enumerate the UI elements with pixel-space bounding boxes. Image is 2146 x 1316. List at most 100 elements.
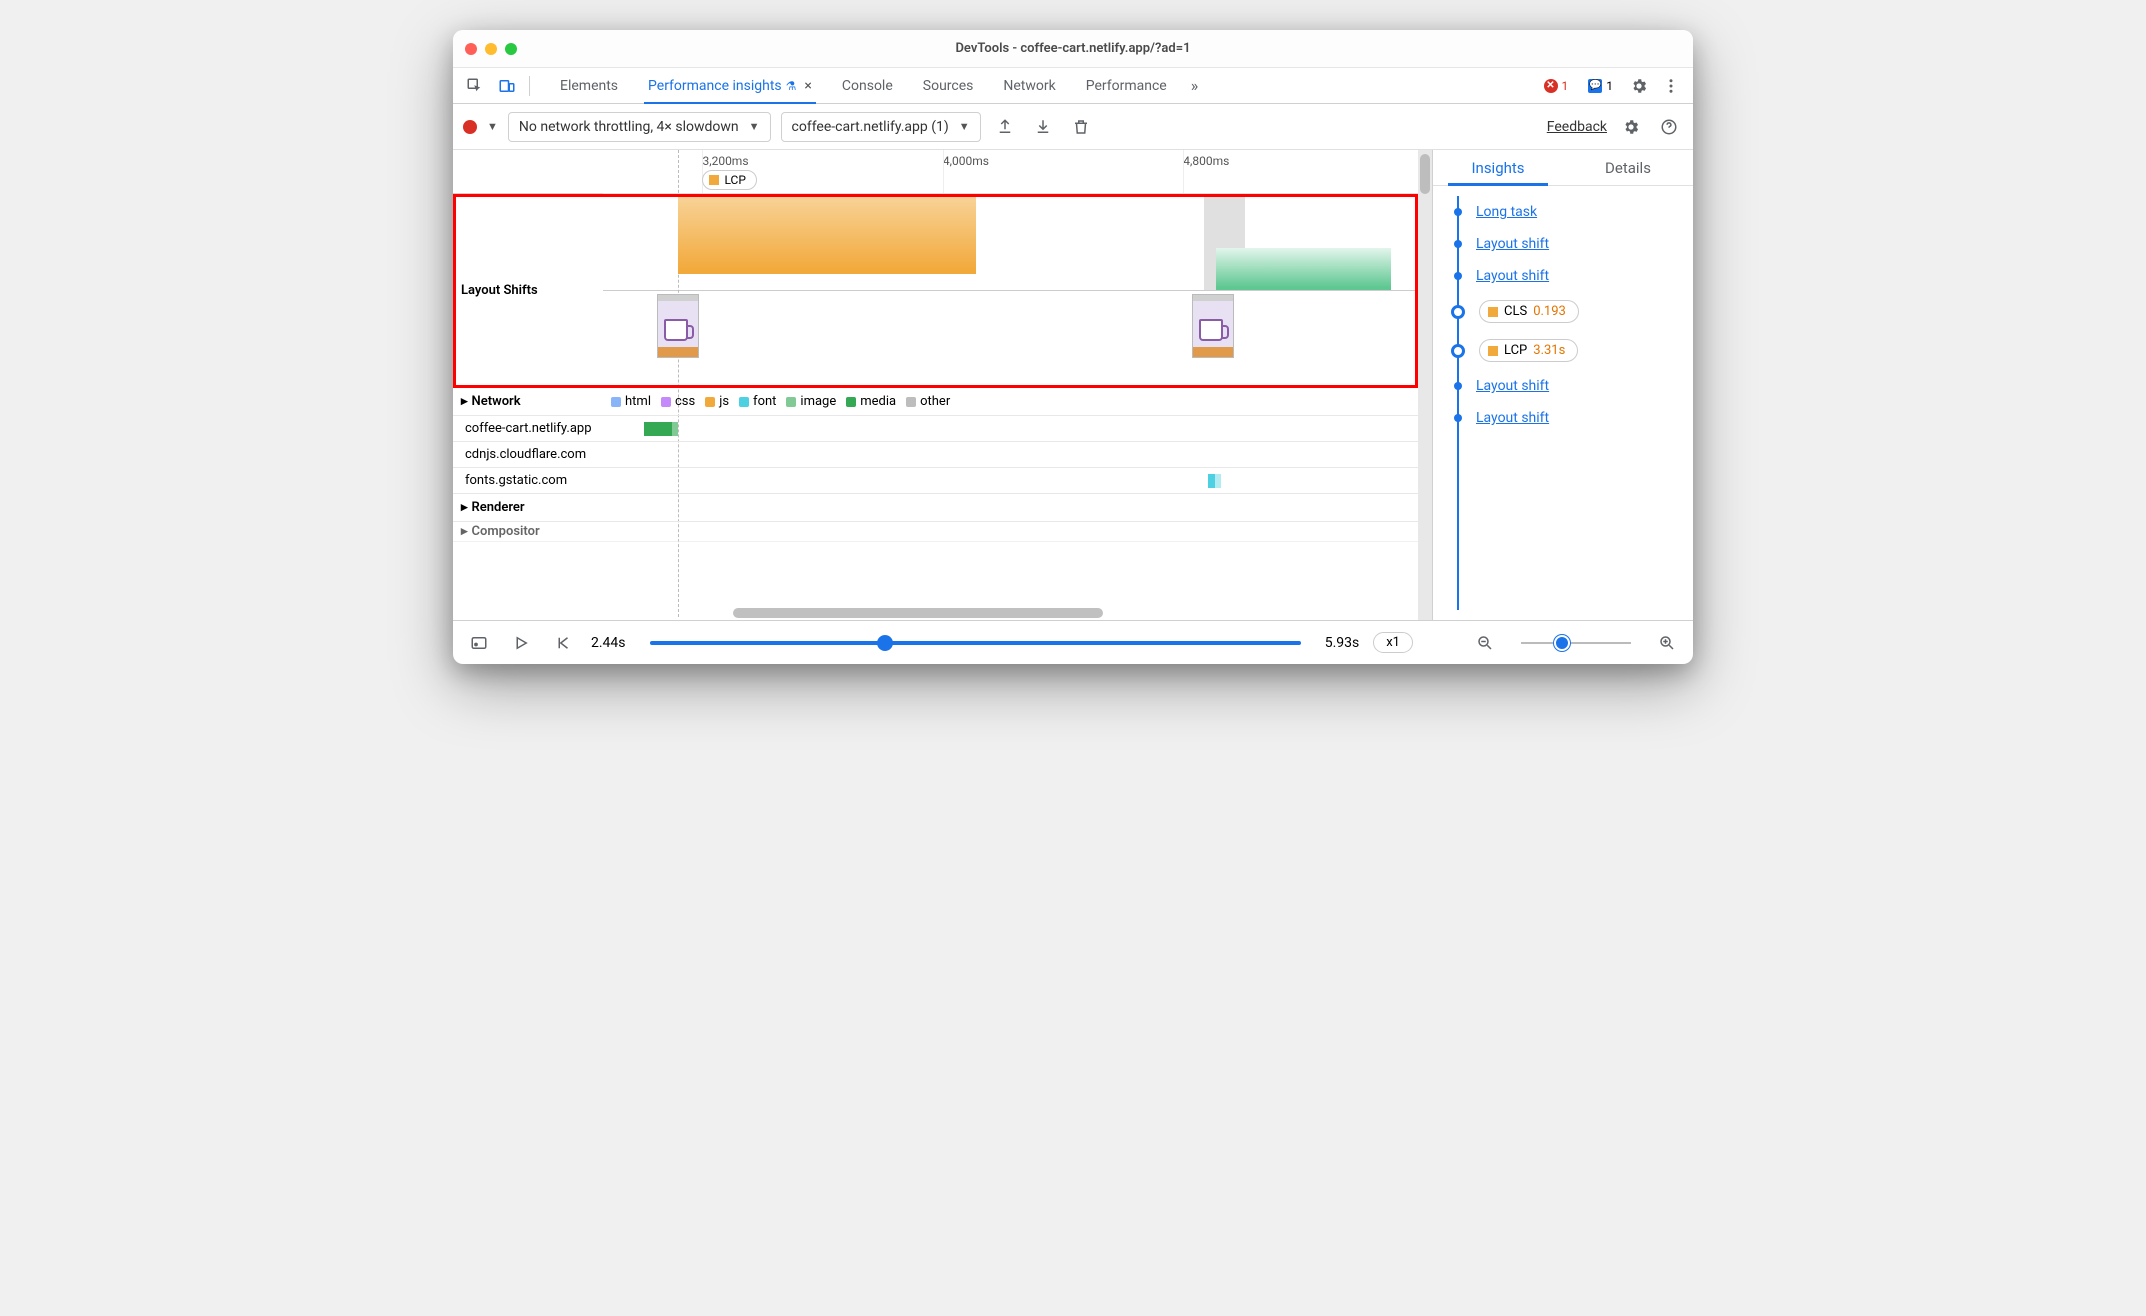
layout-shifts-label: Layout Shifts	[453, 194, 603, 387]
ruler[interactable]: 3,200ms4,000ms4,800ms LCP	[603, 150, 1432, 194]
titlebar: DevTools - coffee-cart.netlify.app/?ad=1	[453, 30, 1693, 68]
network-host-row[interactable]: cdnjs.cloudflare.com	[453, 442, 1432, 468]
network-host-row[interactable]: coffee-cart.netlify.app	[453, 416, 1432, 442]
green-activity-block	[1216, 248, 1390, 290]
tabs: Elements Performance insights ⚗ × Consol…	[548, 68, 1204, 104]
network-host-label: fonts.gstatic.com	[453, 468, 603, 493]
playback-slider[interactable]	[650, 641, 1301, 645]
insights-tabs: Insights Details	[1433, 150, 1693, 186]
feedback-link[interactable]: Feedback	[1547, 119, 1607, 135]
experiment-icon: ⚗	[786, 68, 797, 104]
insight-dot	[1451, 344, 1465, 358]
horizontal-scrollbar[interactable]	[733, 608, 1103, 618]
more-tabs[interactable]: »	[1185, 76, 1205, 95]
kebab-menu-icon[interactable]	[1657, 72, 1685, 100]
content-area: 3,200ms4,000ms4,800ms LCP Layout Shifts	[453, 150, 1693, 620]
network-host-row[interactable]: fonts.gstatic.com	[453, 468, 1432, 494]
tab-network[interactable]: Network	[991, 68, 1067, 104]
toggle-overview-icon[interactable]	[465, 629, 493, 657]
tab-sources[interactable]: Sources	[911, 68, 986, 104]
throttling-dropdown[interactable]: No network throttling, 4× slowdown▼	[508, 112, 771, 142]
insight-metric-pill[interactable]: CLS 0.193	[1479, 300, 1579, 323]
insight-item[interactable]: LCP 3.31s	[1451, 331, 1693, 370]
baseline	[603, 290, 1432, 291]
insight-link[interactable]: Layout shift	[1476, 378, 1549, 394]
export-icon[interactable]	[991, 113, 1019, 141]
tab-details[interactable]: Details	[1563, 150, 1693, 185]
timeline-panel[interactable]: 3,200ms4,000ms4,800ms LCP Layout Shifts	[453, 150, 1433, 620]
insight-item[interactable]: Long task	[1451, 196, 1693, 228]
help-icon[interactable]	[1655, 113, 1683, 141]
devtools-tabbar: Elements Performance insights ⚗ × Consol…	[453, 68, 1693, 104]
issues-badge[interactable]: 💬 1	[1580, 77, 1621, 95]
ruler-tick: 4,800ms	[1183, 154, 1229, 168]
insight-item[interactable]: Layout shift	[1451, 370, 1693, 402]
screenshot-thumb-1[interactable]	[657, 294, 699, 358]
insight-item[interactable]: Layout shift	[1451, 260, 1693, 292]
network-bar[interactable]	[644, 422, 677, 436]
legend-item: js	[705, 394, 729, 409]
zoom-slider[interactable]	[1521, 642, 1631, 644]
legend-item: image	[786, 394, 836, 409]
perf-toolbar: ▼ No network throttling, 4× slowdown▼ co…	[453, 104, 1693, 150]
maximize-button[interactable]	[505, 43, 517, 55]
recording-dropdown[interactable]: coffee-cart.netlify.app (1)▼	[781, 112, 981, 142]
insight-metric-pill[interactable]: LCP 3.31s	[1479, 339, 1578, 362]
tab-performance-insights[interactable]: Performance insights ⚗ ×	[636, 68, 824, 104]
legend-item: html	[611, 394, 651, 409]
rewind-button[interactable]	[549, 629, 577, 657]
import-icon[interactable]	[1029, 113, 1057, 141]
errors-badge[interactable]: ✕ 1	[1536, 77, 1577, 95]
settings-icon[interactable]	[1625, 72, 1653, 100]
lcp-color-swatch	[709, 175, 719, 185]
error-icon: ✕	[1544, 79, 1558, 93]
network-section-label[interactable]: ▸ Network	[453, 388, 603, 415]
insight-link[interactable]: Layout shift	[1476, 268, 1549, 284]
layout-shifts-track[interactable]	[603, 194, 1432, 387]
traffic-lights	[465, 43, 517, 55]
legend-item: css	[661, 394, 695, 409]
tab-performance[interactable]: Performance	[1074, 68, 1179, 104]
zoom-thumb[interactable]	[1554, 635, 1570, 651]
legend-item: other	[906, 394, 950, 409]
record-button[interactable]	[463, 120, 477, 134]
legend-item: media	[846, 394, 896, 409]
insight-link[interactable]: Layout shift	[1476, 410, 1549, 426]
insight-link[interactable]: Layout shift	[1476, 236, 1549, 252]
zoom-out-icon[interactable]	[1471, 629, 1499, 657]
device-toggle-icon[interactable]	[493, 72, 521, 100]
insights-list[interactable]: Long task Layout shift Layout shift CLS 0.1…	[1433, 186, 1693, 620]
tab-console[interactable]: Console	[830, 68, 905, 104]
vertical-scrollbar[interactable]	[1418, 150, 1432, 620]
insight-item[interactable]: Layout shift	[1451, 228, 1693, 260]
lcp-marker[interactable]: LCP	[702, 170, 756, 190]
close-button[interactable]	[465, 43, 477, 55]
legend-item: font	[739, 394, 776, 409]
insight-link[interactable]: Long task	[1476, 204, 1537, 220]
panel-settings-icon[interactable]	[1617, 113, 1645, 141]
insight-dot	[1454, 208, 1462, 216]
tab-elements[interactable]: Elements	[548, 68, 630, 104]
divider	[529, 76, 530, 96]
network-bar[interactable]	[1208, 474, 1220, 488]
insight-dot	[1451, 305, 1465, 319]
insight-item[interactable]: CLS 0.193	[1451, 292, 1693, 331]
minimize-button[interactable]	[485, 43, 497, 55]
tab-insights[interactable]: Insights	[1433, 150, 1563, 185]
close-tab-icon[interactable]: ×	[804, 68, 811, 104]
playback-thumb[interactable]	[877, 635, 893, 651]
network-host-label: cdnjs.cloudflare.com	[453, 442, 603, 467]
play-button[interactable]	[507, 629, 535, 657]
ruler-tick: 3,200ms	[702, 154, 748, 168]
renderer-section-label[interactable]: ▸ Renderer	[453, 494, 603, 521]
insight-dot	[1454, 414, 1462, 422]
inspect-icon[interactable]	[461, 72, 489, 100]
record-menu-chevron[interactable]: ▼	[487, 120, 498, 133]
time-end: 5.93s	[1325, 635, 1360, 651]
speed-pill[interactable]: x1	[1373, 632, 1413, 653]
compositor-section-label[interactable]: ▸ Compositor	[453, 522, 603, 541]
zoom-in-icon[interactable]	[1653, 629, 1681, 657]
insight-item[interactable]: Layout shift	[1451, 402, 1693, 434]
delete-icon[interactable]	[1067, 113, 1095, 141]
screenshot-thumb-2[interactable]	[1192, 294, 1234, 358]
